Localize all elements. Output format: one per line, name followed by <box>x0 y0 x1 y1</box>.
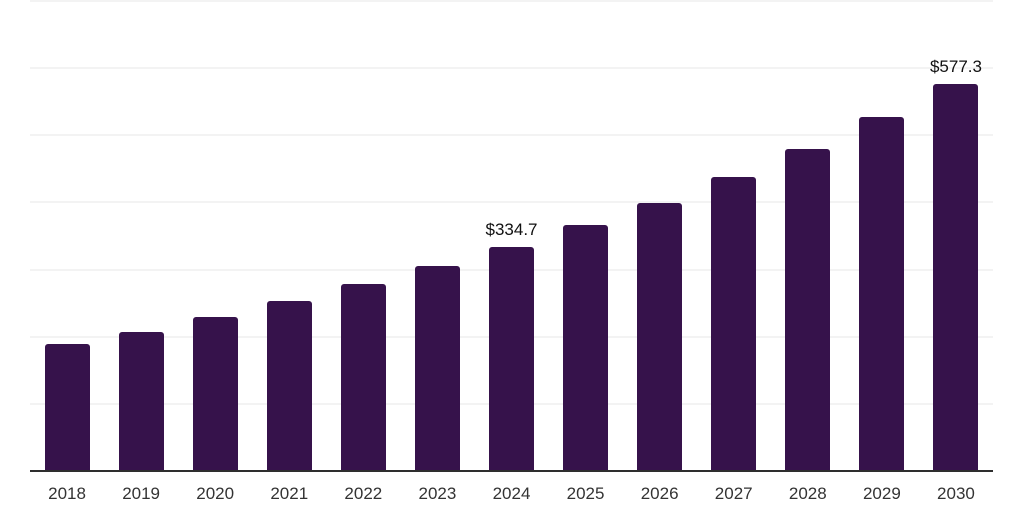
x-tick-label-2027: 2027 <box>714 484 753 503</box>
bar-2026 <box>637 203 683 470</box>
x-axis-line <box>30 470 993 472</box>
bar-2023 <box>414 266 460 470</box>
x-tick-label-2021: 2021 <box>270 484 309 503</box>
x-tick-label-2030: 2030 <box>937 484 975 503</box>
x-tick-label-2029: 2029 <box>862 484 901 503</box>
bar-2019 <box>118 331 164 470</box>
bar-2024 <box>489 247 534 470</box>
x-tick-label-2024: 2024 <box>492 484 531 503</box>
gridline <box>30 134 993 137</box>
bar-2027 <box>711 176 757 470</box>
x-tick-label-2023: 2023 <box>418 484 457 503</box>
gridline <box>30 0 993 2</box>
bar-2025 <box>563 224 609 470</box>
x-tick-label-2028: 2028 <box>788 484 827 503</box>
x-tick-label-2020: 2020 <box>196 484 235 503</box>
plot-area: $334.7 $577.3 <box>30 0 993 472</box>
x-tick-label-2026: 2026 <box>640 484 679 503</box>
bar-2022 <box>340 284 386 470</box>
bar-2028 <box>785 149 831 470</box>
bar-2018 <box>44 344 90 470</box>
gridline <box>30 67 993 70</box>
bar-2020 <box>192 316 238 470</box>
bar-value-label-2024: $334.7 <box>485 220 538 240</box>
bar-2021 <box>266 301 312 470</box>
x-tick-label-2018: 2018 <box>48 484 86 503</box>
x-tick-label-2019: 2019 <box>122 484 161 503</box>
bar-2029 <box>859 117 905 470</box>
bar-value-label-2030: $577.3 <box>929 57 982 77</box>
x-tick-label-2022: 2022 <box>344 484 383 503</box>
bar-2030 <box>933 84 979 470</box>
gridline <box>30 201 993 204</box>
x-tick-label-2025: 2025 <box>566 484 605 503</box>
